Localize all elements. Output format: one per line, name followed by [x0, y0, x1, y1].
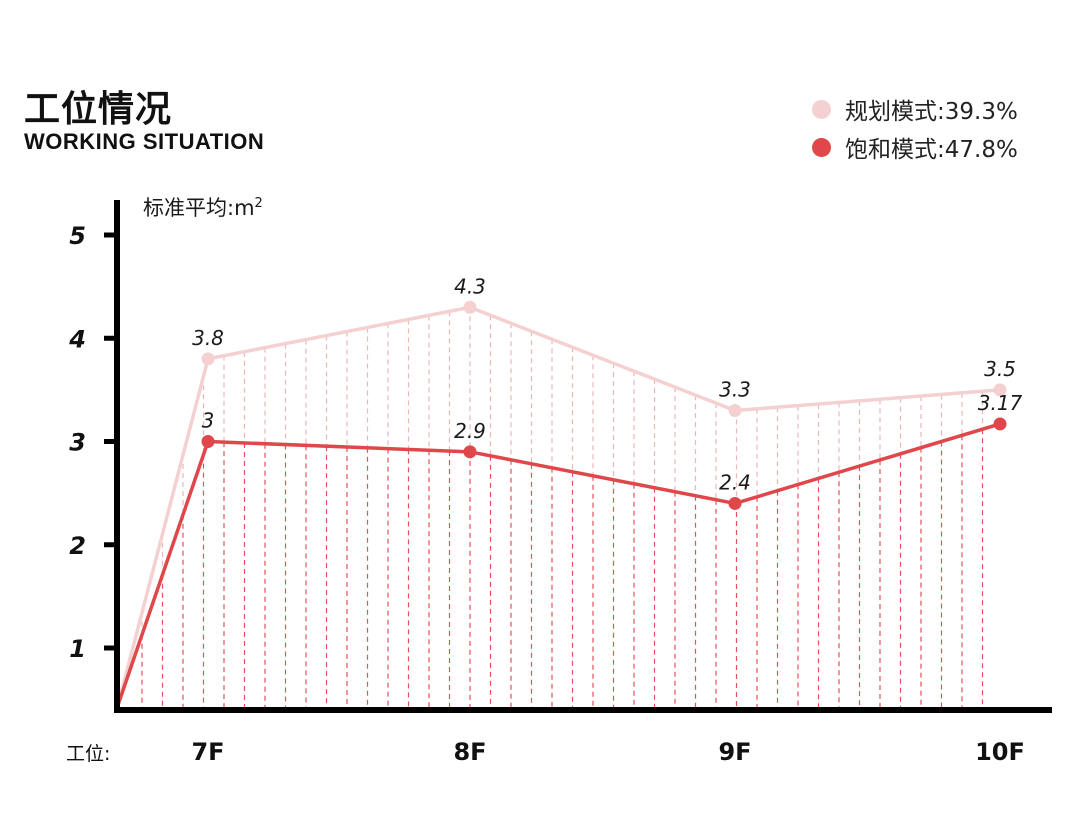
data-label: 3.17	[978, 391, 1023, 415]
y-tick-label: 2	[69, 532, 86, 560]
y-tick-label: 1	[69, 635, 86, 663]
chart-title: 工位情况	[24, 89, 173, 130]
x-tick-label: 7F	[191, 738, 224, 766]
data-point-marker	[463, 445, 477, 459]
hatch-lines	[141, 307, 984, 710]
legend-label: 规划模式:39.3%	[845, 99, 1018, 125]
data-label: 3	[202, 409, 215, 433]
legend-dot-icon	[812, 137, 831, 157]
x-tick-label: 8F	[453, 738, 486, 766]
legend-dot-icon	[812, 99, 831, 119]
data-label: 2.4	[719, 470, 751, 494]
x-axis-prefix-label: 工位:	[66, 743, 110, 765]
legend-item-saturated: 饱和模式:47.8%	[812, 128, 1018, 166]
x-tick-label: 9F	[718, 738, 751, 766]
data-label: 3.5	[984, 357, 1016, 381]
y-axis-unit-label: 标准平均:m2	[143, 196, 263, 220]
y-tick-label: 5	[69, 222, 86, 250]
legend: 规划模式:39.3% 饱和模式:47.8%	[812, 90, 1018, 166]
data-point-marker	[728, 496, 742, 510]
series-line-planned	[116, 305, 1001, 706]
data-label: 4.3	[454, 274, 486, 298]
chart-subtitle: WORKING SITUATION	[24, 129, 265, 154]
data-label: 3.3	[719, 378, 751, 402]
data-point-marker	[728, 404, 742, 418]
y-tick-label: 3	[69, 429, 86, 457]
data-point-marker	[463, 300, 477, 314]
data-point-marker	[201, 435, 215, 448]
series-line-saturated	[116, 422, 1001, 706]
data-point-marker	[993, 383, 1007, 397]
data-point-marker	[201, 352, 215, 366]
y-tick-label: 4	[68, 325, 86, 353]
legend-item-planned: 规划模式:39.3%	[812, 90, 1018, 128]
x-tick-label: 10F	[975, 738, 1025, 766]
data-point-marker	[993, 417, 1007, 431]
legend-label: 饱和模式:47.8%	[845, 137, 1018, 163]
data-label: 2.9	[454, 419, 486, 443]
data-label: 3.8	[192, 326, 224, 350]
